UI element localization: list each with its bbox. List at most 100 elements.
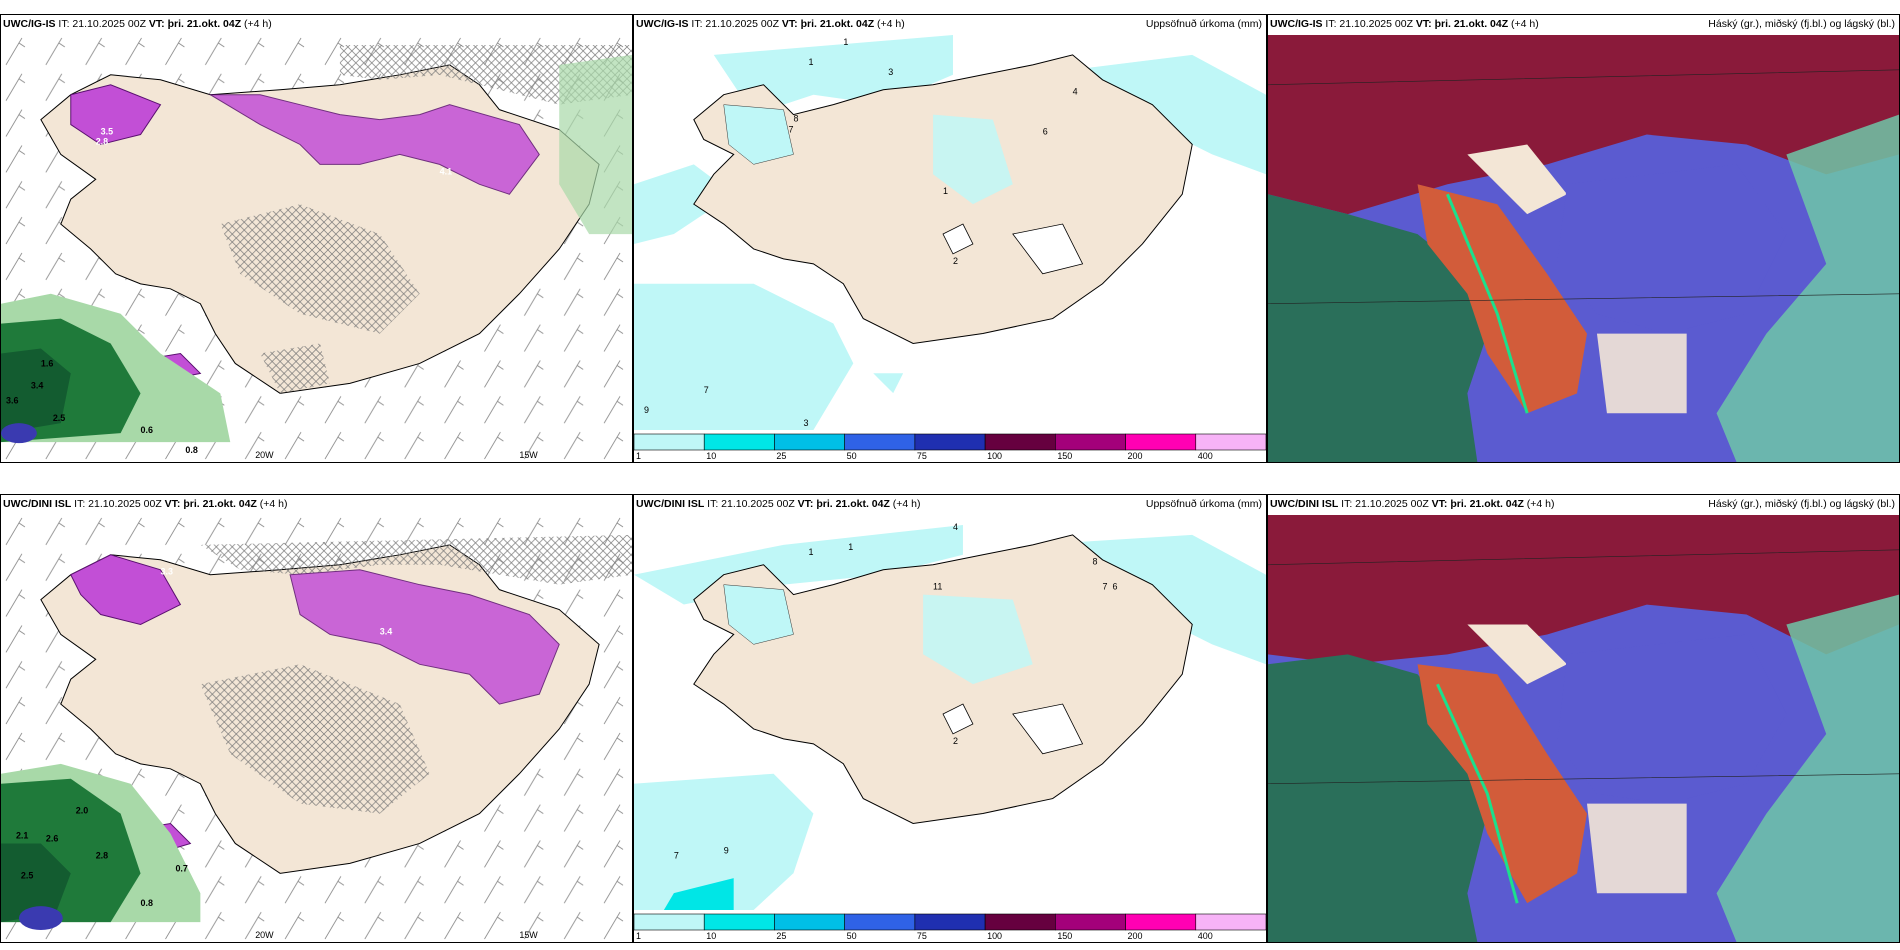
- wind-value: 0.7: [175, 863, 187, 873]
- wind-value: 2.0: [76, 806, 88, 816]
- lon-label-20w: 20W: [255, 930, 274, 940]
- precip-value: 3: [803, 418, 808, 428]
- lon-label-15w: 15W: [519, 930, 538, 940]
- map-clouds[interactable]: [1268, 35, 1899, 462]
- panel-header: UWC/DINI ISL IT: 21.10.2025 00Z VT: þri.…: [1, 495, 632, 515]
- lead-time: (+4 h): [1511, 18, 1539, 30]
- wind-value: 3.5: [101, 127, 113, 137]
- precip-colorbar: 1 10 25 50 75 100 150 200 400: [634, 912, 1266, 940]
- lon-label-20w: 20W: [255, 450, 274, 460]
- model-name: UWC/IG-IS: [1270, 18, 1323, 30]
- colorbar-segment: [774, 433, 845, 451]
- colorbar-segment: [634, 913, 705, 931]
- colorbar-segment: [844, 433, 916, 451]
- colorbar-segment: [914, 913, 986, 931]
- colorbar-segment: [1055, 433, 1126, 451]
- precip-value: 8: [793, 114, 798, 124]
- map-precip[interactable]: 1 1 4 11 8 7 6 2 7 9: [634, 515, 1266, 910]
- colorbar-segment: [1195, 433, 1266, 451]
- map-wind[interactable]: 20W 15W 2.8 3.5 4.1 1.6 3.4 3.6 2.5 0.6 …: [1, 35, 632, 462]
- colorbar-tick: 1: [636, 451, 641, 460]
- wind-value: 0.8: [141, 898, 153, 908]
- precip-value: 9: [724, 845, 729, 855]
- colorbar-segment: [1195, 913, 1266, 931]
- wind-value: 3.4: [31, 380, 43, 390]
- field-title: Uppsöfnuð úrkoma (mm): [1145, 18, 1262, 30]
- init-time: IT: 21.10.2025 00Z: [1341, 498, 1429, 510]
- colorbar-segment: [914, 433, 986, 451]
- colorbar-svg: 1 10 25 50 75 100 150 200 400: [634, 913, 1266, 940]
- panel-bottom-left-wind[interactable]: UWC/DINI ISL IT: 21.10.2025 00Z VT: þri.…: [0, 494, 633, 943]
- wind-value: 3.6: [6, 395, 18, 405]
- valid-label: VT:: [781, 18, 798, 30]
- init-time: IT: 21.10.2025 00Z: [691, 18, 779, 30]
- model-name: UWC/DINI ISL: [1270, 498, 1339, 510]
- colorbar-tick: 10: [706, 451, 716, 460]
- map-svg: [1268, 35, 1899, 462]
- map-svg: 20W 15W 3.3 3.4 2.0 2.1 2.6 2.8 2.5 0.7 …: [1, 515, 632, 942]
- valid-time: þri. 21.okt. 04Z: [183, 498, 257, 510]
- colorbar-segment: [1125, 433, 1197, 451]
- wind-value: 2.5: [21, 870, 33, 880]
- lead-time: (+4 h): [877, 18, 905, 30]
- panel-header: UWC/DINI ISL IT: 21.10.2025 00Z VT: þri.…: [1268, 495, 1899, 515]
- panel-top-middle-precip[interactable]: UWC/IG-IS IT: 21.10.2025 00Z VT: þri. 21…: [633, 14, 1267, 463]
- valid-time: þri. 21.okt. 04Z: [800, 18, 875, 30]
- valid-time: þri. 21.okt. 04Z: [1434, 18, 1509, 30]
- colorbar-segment: [703, 433, 775, 451]
- panel-bottom-right-clouds[interactable]: UWC/DINI ISL IT: 21.10.2025 00Z VT: þri.…: [1267, 494, 1900, 943]
- panel-header: UWC/DINI ISL IT: 21.10.2025 00Z VT: þri.…: [634, 495, 1266, 515]
- colorbar-segment: [984, 433, 1056, 451]
- lead-time: (+4 h): [244, 18, 272, 30]
- wind-value: 2.8: [96, 136, 108, 146]
- map-wind[interactable]: 20W 15W 3.3 3.4 2.0 2.1 2.6 2.8 2.5 0.7 …: [1, 515, 632, 942]
- colorbar-tick: 400: [1198, 931, 1213, 940]
- panel-top-right-clouds[interactable]: UWC/IG-IS IT: 21.10.2025 00Z VT: þri. 21…: [1267, 14, 1900, 463]
- init-time: IT: 21.10.2025 00Z: [1325, 18, 1413, 30]
- precip-value: 6: [1043, 127, 1048, 137]
- valid-label: VT:: [797, 498, 814, 510]
- precip-value: 6: [1112, 582, 1117, 592]
- colorbar-segment: [984, 913, 1056, 931]
- map-precip[interactable]: 1 1 3 7 8 1 6 4 2 7 3 9: [634, 35, 1266, 430]
- colorbar-tick: 100: [987, 931, 1002, 940]
- colorbar-tick: 25: [776, 451, 786, 460]
- colorbar-segment: [844, 913, 916, 931]
- model-name: UWC/DINI ISL: [3, 498, 72, 510]
- precip-value: 2: [953, 736, 958, 746]
- panel-header: UWC/IG-IS IT: 21.10.2025 00Z VT: þri. 21…: [1, 15, 632, 35]
- precip-value: 7: [1103, 582, 1108, 592]
- map-svg: 1 1 4 11 8 7 6 2 7 9: [634, 522, 1266, 910]
- precip-value: 8: [1093, 557, 1098, 567]
- precip-colorbar: 1 10 25 50 75 100 150 200 400: [634, 432, 1266, 460]
- panel-header: UWC/IG-IS IT: 21.10.2025 00Z VT: þri. 21…: [1268, 15, 1899, 35]
- colorbar-svg: 1 10 25 50 75 100 150 200 400: [634, 433, 1266, 460]
- precip-value: 3: [888, 67, 893, 77]
- field-title: Uppsöfnuð úrkoma (mm): [1145, 498, 1262, 510]
- field-title: Háský (gr.), miðský (fj.bl.) og lágský (…: [1708, 18, 1895, 30]
- model-name: UWC/DINI ISL: [636, 498, 705, 510]
- lead-time: (+4 h): [1526, 498, 1555, 510]
- wind-value: 4.1: [440, 166, 452, 176]
- colorbar-segment: [774, 913, 845, 931]
- field-title: Háský (gr.), miðský (fj.bl.) og lágský (…: [1708, 498, 1895, 510]
- lead-time: (+4 h): [892, 498, 921, 510]
- panel-bottom-middle-precip[interactable]: UWC/DINI ISL IT: 21.10.2025 00Z VT: þri.…: [633, 494, 1267, 943]
- colorbar-tick: 10: [706, 931, 716, 940]
- colorbar-segment: [634, 433, 705, 451]
- colorbar-tick: 200: [1128, 451, 1143, 460]
- panel-top-left-wind[interactable]: UWC/IG-IS IT: 21.10.2025 00Z VT: þri. 21…: [0, 14, 633, 463]
- map-clouds[interactable]: [1268, 515, 1899, 942]
- init-time: IT: 21.10.2025 00Z: [74, 498, 162, 510]
- colorbar-tick: 150: [1057, 451, 1072, 460]
- precip-value: 2: [953, 256, 958, 266]
- colorbar-segment: [1055, 913, 1126, 931]
- colorbar-tick: 75: [917, 931, 927, 940]
- colorbar-tick: 150: [1057, 931, 1072, 940]
- wind-value: 2.5: [53, 413, 65, 423]
- precip-value: 7: [789, 125, 794, 135]
- model-name: UWC/IG-IS: [3, 18, 56, 30]
- panel-header: UWC/IG-IS IT: 21.10.2025 00Z VT: þri. 21…: [634, 15, 1266, 35]
- wind-value: 3.4: [380, 626, 392, 636]
- init-time: IT: 21.10.2025 00Z: [707, 498, 795, 510]
